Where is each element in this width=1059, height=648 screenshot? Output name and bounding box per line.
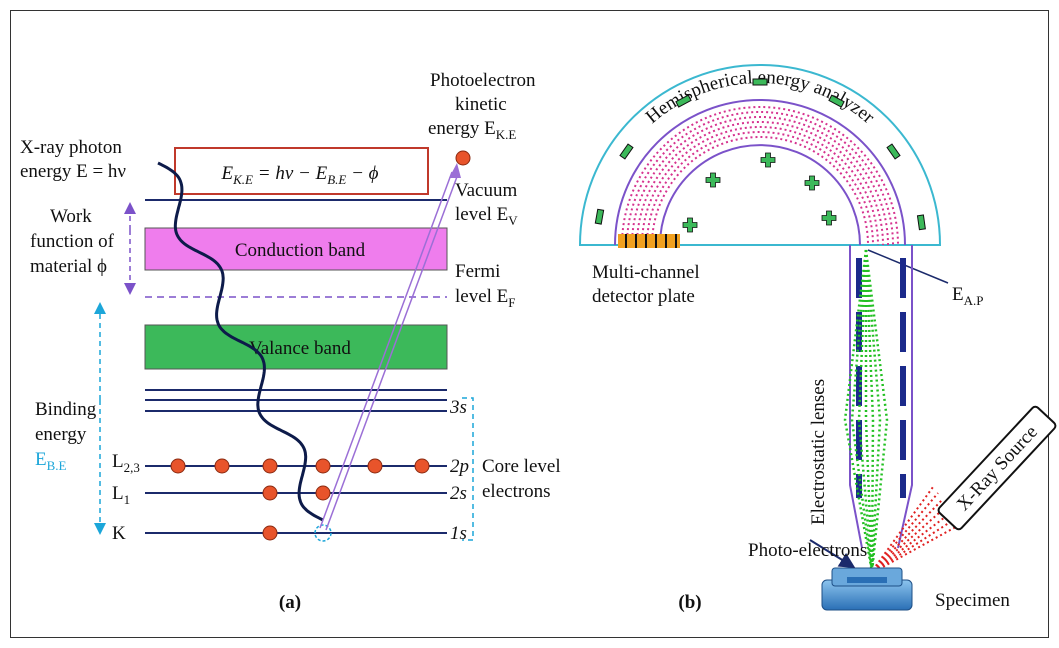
- subscript: V: [508, 213, 518, 228]
- subscript: 1: [124, 492, 131, 507]
- work-label: function of: [30, 231, 115, 252]
- text-part: E: [952, 284, 964, 305]
- electron: [456, 151, 470, 165]
- text-part: E: [221, 163, 234, 184]
- photon-label: energy E = hν: [20, 161, 126, 182]
- vacuum-label: Vacuum: [455, 180, 517, 201]
- frame: [11, 11, 1049, 638]
- xps-diagram: EK.E = hν − EB.E − ϕConduction bandValan…: [0, 0, 1059, 648]
- band-label: Conduction band: [235, 240, 366, 261]
- subscript: 2,3: [124, 460, 140, 475]
- electron: [215, 459, 229, 473]
- subscript: K.E: [232, 172, 253, 187]
- minus-sign: [753, 79, 767, 85]
- x-ray-beam: [870, 517, 958, 574]
- work-label: material ϕ: [30, 256, 107, 277]
- subscript: B.E: [47, 458, 67, 473]
- work-label: Work: [50, 206, 92, 227]
- fermi-label: Fermi: [455, 261, 500, 282]
- text-part: L: [112, 483, 124, 504]
- detector-label: detector plate: [592, 286, 695, 307]
- source-label: X-Ray Source: [953, 422, 1042, 515]
- analyzer-housing: [580, 65, 940, 245]
- electron: [263, 459, 277, 473]
- x-ray-beam: [870, 523, 963, 574]
- text-part: L: [112, 451, 124, 472]
- text-part: level E: [455, 286, 508, 307]
- text-part: energy E: [428, 118, 496, 139]
- orbital-label: 1s: [450, 523, 467, 544]
- core-label: Core level: [482, 456, 561, 477]
- electron: [263, 526, 277, 540]
- photoelectron-label: kinetic: [455, 94, 507, 115]
- shell-label: L1: [112, 483, 130, 507]
- caption: (a): [279, 592, 301, 613]
- photo-electrons-label: Photo-electrons: [748, 540, 867, 561]
- band-label: Valance band: [249, 338, 351, 359]
- orbital-label: 2p: [450, 456, 469, 477]
- subscript: K.E: [496, 127, 517, 142]
- electron-beam: [866, 250, 887, 572]
- electron-beam: [852, 250, 872, 572]
- detector-label: Multi-channel: [592, 262, 700, 283]
- photoelectron-label: Photoelectron: [430, 70, 536, 91]
- x-ray-beam: [870, 511, 953, 574]
- equation: EK.E = hν − EB.E − ϕ: [221, 163, 379, 187]
- text-part: = hν − E: [253, 163, 328, 184]
- shell-label: L2,3: [112, 451, 140, 475]
- vacuum-label: level EV: [455, 204, 518, 228]
- subscript: B.E: [327, 172, 346, 187]
- arrow-head: [449, 163, 461, 178]
- binding-label: energy: [35, 424, 87, 445]
- core-label: electrons: [482, 481, 551, 502]
- fermi-label: level EF: [455, 286, 516, 310]
- shell-label: K: [112, 523, 126, 544]
- electron: [368, 459, 382, 473]
- caption: (b): [678, 592, 701, 613]
- orbital-label: 3s: [449, 397, 467, 418]
- binding-label: EB.E: [35, 449, 67, 473]
- specimen-label: Specimen: [935, 590, 1010, 611]
- electron: [316, 486, 330, 500]
- electron: [316, 459, 330, 473]
- x-ray-beam: [870, 505, 948, 574]
- subscript: A.P: [964, 293, 984, 308]
- pass-energy-label: EA.P: [952, 284, 983, 308]
- electron: [415, 459, 429, 473]
- text-part: − ϕ: [346, 163, 378, 184]
- orbital-label: 2s: [450, 483, 467, 504]
- detector-plate: [618, 234, 680, 248]
- photon-label: X-ray photon: [20, 137, 122, 158]
- minus-sign: [917, 215, 925, 230]
- specimen-slot: [847, 577, 887, 583]
- x-ray-beam: [870, 493, 938, 574]
- binding-label: Binding: [35, 399, 97, 420]
- electron: [171, 459, 185, 473]
- subscript: F: [508, 295, 515, 310]
- x-ray-source: X-Ray Source: [937, 405, 1057, 531]
- electron: [263, 486, 277, 500]
- photoelectron-label: energy EK.E: [428, 118, 516, 142]
- text-part: E: [35, 449, 47, 470]
- lens-label: Electrostatic lenses: [808, 379, 829, 525]
- pointer: [868, 250, 948, 283]
- text-part: level E: [455, 204, 508, 225]
